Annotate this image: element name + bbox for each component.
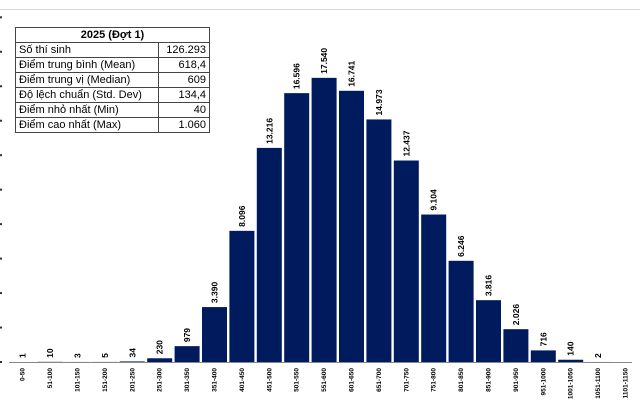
x-tick-label: 451-500 [266, 368, 273, 392]
histogram-bar [393, 160, 419, 362]
x-tick-label: 0-50 [20, 368, 27, 381]
histogram-bar [366, 119, 392, 362]
x-tick-label: 601-650 [349, 368, 356, 392]
stats-row: Số thí sinh 126.293 [15, 42, 211, 58]
stats-label: Điểm nhỏ nhất (Min) [15, 102, 159, 118]
histogram-bar [284, 93, 310, 362]
bar-value-label: 6.246 [456, 235, 466, 257]
histogram-bar [202, 307, 227, 362]
x-tick-label: 1101-1150 [623, 368, 630, 399]
y-tick-mark [0, 188, 2, 191]
stats-value: 134,4 [157, 87, 211, 103]
x-tick-label: 201-250 [129, 368, 136, 392]
stats-label: Điểm cao nhất (Max) [15, 117, 159, 133]
bar-value-label: 3 [73, 353, 83, 358]
y-tick-mark [0, 16, 2, 19]
bar-value-label: 2.026 [511, 304, 521, 326]
histogram-bar [530, 350, 556, 362]
bar-value-label: 10 [45, 348, 55, 358]
x-tick-label: 1051-1100 [595, 368, 602, 399]
bar-value-label: 34 [127, 348, 137, 358]
bar-value-label: 5 [100, 353, 110, 358]
x-tick-label: 901-950 [513, 368, 520, 392]
stats-row: Điểm trung vị (Median) 609 [15, 72, 211, 88]
bar-value-label: 14.973 [374, 89, 384, 115]
bar-value-label: 979 [182, 328, 192, 342]
histogram-bar [311, 77, 337, 363]
x-tick-label: 701-750 [403, 368, 410, 392]
histogram-bar [503, 329, 529, 362]
x-tick-label: 951-1000 [540, 368, 547, 396]
bar-value-label: 716 [538, 332, 548, 346]
stats-row: Điểm nhỏ nhất (Min) 40 [15, 102, 211, 118]
bar-value-label: 140 [566, 341, 576, 355]
x-tick-label: 401-450 [239, 368, 246, 392]
bar-value-label: 12.437 [401, 130, 411, 156]
histogram-bar [119, 361, 145, 362]
x-tick-label: 351-400 [212, 368, 219, 392]
x-tick-label: 151-200 [102, 368, 109, 392]
stats-value: 609 [157, 72, 211, 88]
y-tick-mark [0, 257, 2, 260]
stats-label: Độ lệch chuẩn (Std. Dev) [15, 87, 159, 103]
y-tick-mark [0, 361, 2, 363]
x-tick-label: 501-550 [294, 368, 301, 392]
stats-label: Điểm trung vị (Median) [15, 72, 159, 88]
stats-title-row: 2025 (Đợt 1) [15, 27, 210, 43]
x-tick-label: 651-700 [376, 368, 383, 392]
stats-title: 2025 (Đợt 1) [15, 27, 210, 43]
stats-value: 40 [157, 102, 211, 118]
bar-value-label: 1 [18, 353, 28, 358]
bar-value-label: 17.540 [319, 48, 329, 74]
x-tick-label: 1001-1050 [568, 368, 575, 399]
stats-value: 126.293 [157, 42, 211, 58]
bar-value-label: 13.216 [264, 118, 274, 144]
bar-value-label: 16.741 [347, 61, 357, 87]
y-tick-mark [0, 154, 2, 157]
y-tick-mark [0, 326, 2, 329]
histogram-bar [174, 346, 200, 362]
histogram-bar [147, 358, 173, 362]
histogram-bar [476, 300, 501, 362]
x-tick-label: 551-600 [321, 368, 328, 392]
histogram-bar [339, 90, 364, 362]
x-tick-label: 301-350 [184, 368, 191, 392]
histogram-bar [256, 147, 282, 362]
top-divider [0, 9, 640, 10]
stats-label: Số thí sinh [15, 42, 159, 58]
bar-value-label: 3.390 [210, 282, 220, 304]
stats-row: Điểm trung bình (Mean) 618,4 [15, 57, 211, 73]
histogram-bar [558, 359, 584, 362]
histogram-bar [448, 260, 474, 362]
y-tick-mark [0, 223, 2, 226]
x-tick-label: 101-150 [75, 368, 82, 392]
y-tick-mark [0, 50, 2, 53]
x-tick-label: 51-100 [47, 368, 54, 389]
y-tick-mark [0, 292, 2, 295]
stats-value: 1.060 [157, 117, 211, 133]
bar-value-label: 3.816 [484, 275, 494, 297]
histogram-bar [229, 230, 255, 362]
bar-value-label: 230 [155, 340, 165, 354]
stats-row: Điểm cao nhất (Max) 1.060 [15, 117, 211, 133]
x-tick-label: 751-800 [431, 368, 438, 392]
y-tick-mark [0, 85, 2, 88]
x-tick-label: 801-850 [458, 368, 465, 392]
y-tick-mark [0, 119, 2, 122]
bar-value-label: 8.096 [237, 205, 247, 227]
histogram-bar [421, 214, 447, 362]
statistics-table: 2025 (Đợt 1) Số thí sinh 126.293 Điểm tr… [15, 27, 211, 133]
stats-value: 618,4 [157, 57, 211, 73]
bar-value-label: 9.104 [429, 189, 439, 211]
stats-row: Độ lệch chuẩn (Std. Dev) 134,4 [15, 87, 211, 103]
x-tick-label: 251-300 [157, 368, 164, 392]
bar-value-label: 16.596 [292, 63, 302, 89]
x-tick-label: 851-900 [486, 368, 493, 392]
stats-label: Điểm trung bình (Mean) [15, 57, 159, 73]
bar-value-label: 2 [593, 353, 603, 358]
